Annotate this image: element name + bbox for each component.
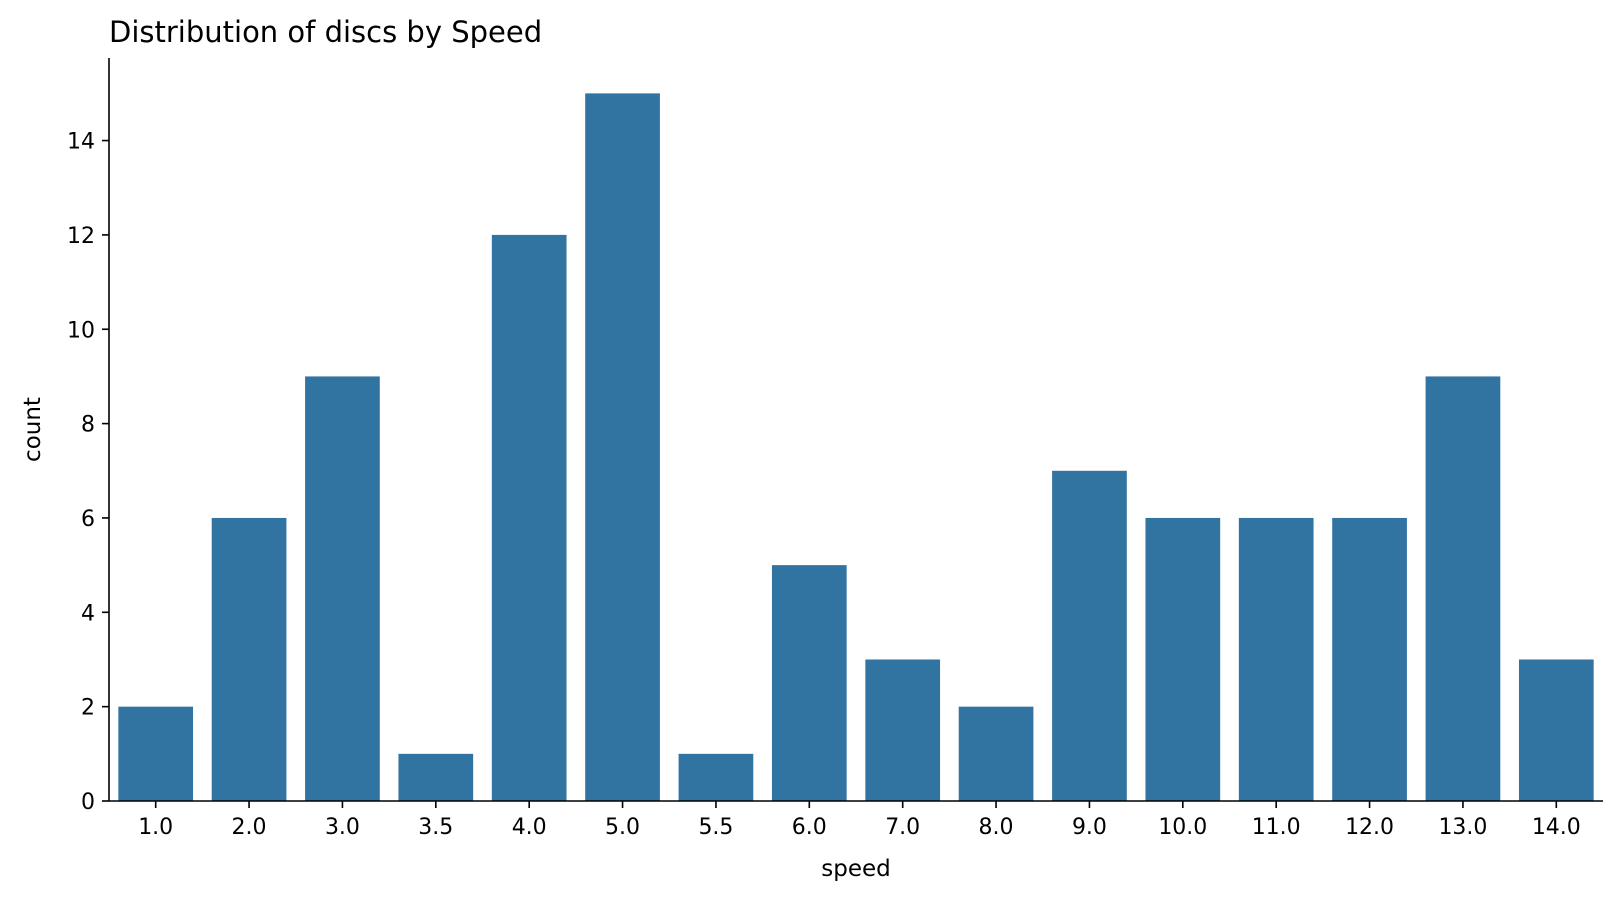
x-tick-label: 8.0 bbox=[979, 815, 1014, 840]
x-axis-ticks: 1.0 2.0 3.0 3.5 4.0 5.0 5.5 6.0 7.0 8.0 9.0 10.0 11.… bbox=[138, 801, 1581, 840]
bar-9.0 bbox=[1052, 470, 1127, 801]
bar-13.0 bbox=[1425, 376, 1501, 801]
y-tick-label: 6 bbox=[81, 507, 95, 532]
bar-11.0 bbox=[1238, 517, 1314, 801]
bar-4.0 bbox=[491, 234, 567, 801]
bars-layer bbox=[118, 93, 1594, 801]
bar-1.0 bbox=[118, 706, 194, 801]
x-tick-label: 9.0 bbox=[1072, 815, 1107, 840]
x-tick-label: 5.5 bbox=[698, 815, 733, 840]
y-tick-label: 12 bbox=[67, 224, 95, 249]
x-tick-label: 4.0 bbox=[512, 815, 547, 840]
x-tick-label: 3.5 bbox=[418, 815, 453, 840]
y-tick-label: 10 bbox=[67, 318, 95, 343]
x-tick-label: 7.0 bbox=[885, 815, 920, 840]
x-tick-label: 12.0 bbox=[1345, 815, 1394, 840]
bar-3.5 bbox=[398, 753, 474, 801]
x-tick-label: 11.0 bbox=[1252, 815, 1301, 840]
y-tick-label: 4 bbox=[81, 601, 95, 626]
y-tick-label: 2 bbox=[81, 696, 95, 721]
x-axis-label: speed bbox=[821, 856, 890, 882]
x-tick-label: 14.0 bbox=[1532, 815, 1581, 840]
y-tick-label: 8 bbox=[81, 413, 95, 438]
x-tick-label: 10.0 bbox=[1158, 815, 1207, 840]
bar-2.0 bbox=[211, 517, 287, 801]
bar-6.0 bbox=[771, 565, 847, 801]
bar-7.0 bbox=[865, 659, 941, 801]
bar-5.5 bbox=[678, 753, 754, 801]
y-axis-ticks: 0 2 4 6 8 10 12 14 bbox=[67, 130, 109, 815]
chart-title: Distribution of discs by Speed bbox=[109, 15, 542, 49]
x-tick-label: 6.0 bbox=[792, 815, 827, 840]
y-tick-label: 14 bbox=[67, 130, 95, 155]
bar-12.0 bbox=[1332, 517, 1407, 801]
y-tick-label: 0 bbox=[81, 790, 95, 815]
bar-10.0 bbox=[1145, 517, 1221, 801]
bar-8.0 bbox=[958, 706, 1034, 801]
x-tick-label: 3.0 bbox=[325, 815, 360, 840]
y-axis-label: count bbox=[20, 397, 46, 462]
x-tick-label: 2.0 bbox=[232, 815, 267, 840]
bar-14.0 bbox=[1518, 659, 1594, 801]
x-tick-label: 1.0 bbox=[138, 815, 173, 840]
bar-5.0 bbox=[585, 93, 660, 801]
x-tick-label: 13.0 bbox=[1438, 815, 1487, 840]
x-tick-label: 5.0 bbox=[605, 815, 640, 840]
bar-3.0 bbox=[305, 376, 380, 801]
